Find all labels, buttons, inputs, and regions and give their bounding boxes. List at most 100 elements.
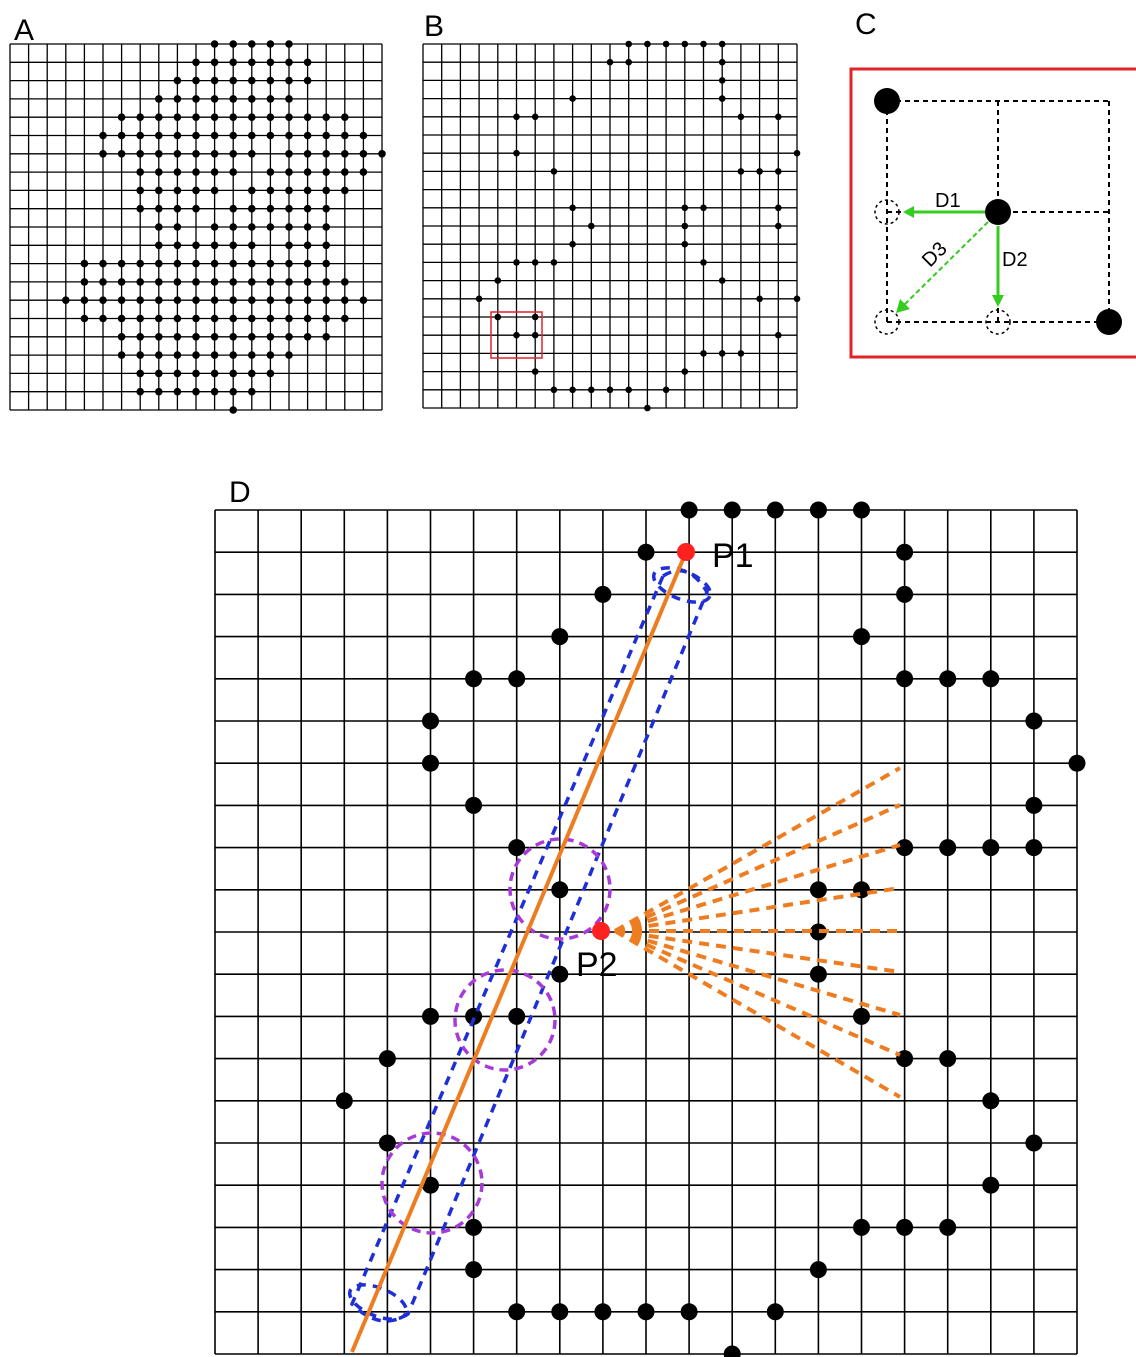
panel-a-dot	[136, 131, 144, 140]
panel-a-dot	[322, 186, 331, 195]
panel-a-dot	[173, 241, 182, 250]
ray-fan-line	[614, 886, 901, 933]
panel-a-dot	[136, 150, 144, 158]
panel-b-dot	[494, 277, 502, 284]
panel-b-dot	[569, 95, 576, 102]
panel-b-dot	[737, 168, 745, 175]
panel-a-dot	[248, 40, 256, 48]
panel-c-empty-node-left	[874, 199, 900, 225]
panel-a-dot	[117, 278, 126, 286]
panel-d-dot	[422, 1176, 439, 1194]
panel-b-dot	[793, 295, 801, 303]
panel-a-dot	[80, 314, 89, 323]
panel-a-dot	[341, 186, 349, 195]
panel-d-dot	[809, 965, 827, 983]
panel-a-dot	[117, 259, 126, 268]
panel-a-dot	[322, 150, 331, 158]
panel-a-dot	[210, 296, 219, 305]
panel-d-dot	[551, 965, 569, 983]
panel-a-dot	[136, 113, 144, 121]
panel-a-dot	[155, 204, 163, 213]
panel-b-dot	[775, 204, 782, 212]
panel-b-dot	[531, 259, 539, 266]
panel-b-dot	[718, 58, 726, 66]
panel-a-dot	[248, 296, 256, 305]
panel-a-dot	[285, 351, 293, 359]
panel-a-dot	[155, 241, 163, 250]
panel-d-dot	[422, 754, 439, 772]
panel-a-dot	[173, 314, 182, 323]
panel-a-dot	[303, 131, 312, 140]
panel-a-dot	[322, 296, 331, 305]
panel-d-dot	[508, 670, 526, 688]
panel-d-dot	[809, 923, 827, 941]
panel-a-dot	[136, 296, 144, 305]
panel-b-highlight-box	[490, 311, 543, 359]
panel-a-dot	[192, 387, 200, 396]
panel-a-dot	[229, 40, 237, 48]
panel-a-dot	[210, 241, 219, 250]
panel-a-dot	[303, 168, 312, 176]
panel-d-dot	[1025, 796, 1043, 814]
panel-d-dot	[378, 1134, 396, 1152]
panel-a-dot	[248, 131, 256, 140]
panel-b-dot	[606, 386, 614, 394]
panel-d-dot	[594, 585, 612, 603]
panel-a-dot	[285, 113, 293, 121]
panel-a-dot	[192, 150, 200, 158]
panel-b-dot	[681, 240, 689, 248]
point-p1	[677, 543, 695, 561]
panel-d-dot	[335, 1092, 353, 1110]
panel-a-dot	[266, 223, 275, 231]
panel-a-dot	[155, 259, 163, 268]
arrow-d3	[896, 221, 989, 313]
panel-a-dot	[303, 58, 312, 67]
panel-d-dot	[939, 1050, 957, 1068]
panel-a-dot	[173, 95, 182, 103]
panel-a-dot	[285, 333, 293, 341]
panel-a-dot	[303, 259, 312, 268]
panel-a-dot	[155, 387, 163, 396]
panel-d-search-corridor	[347, 566, 713, 1323]
panel-a-dot	[248, 241, 256, 250]
panel-a-dot	[322, 113, 331, 121]
panel-a-dot	[173, 204, 182, 213]
panel-a-dot	[248, 113, 256, 121]
panel-a-dot	[229, 76, 237, 85]
panel-d-dot	[1025, 712, 1043, 730]
panel-a-dot	[155, 333, 163, 341]
panel-a-dot	[229, 314, 237, 323]
panel-a-dot	[192, 186, 200, 195]
panel-a-dot	[285, 131, 293, 140]
panel-d-dot	[982, 670, 1000, 688]
panel-a-dot	[359, 168, 368, 176]
panel-a-dot	[210, 113, 219, 121]
panel-a-dot	[210, 259, 219, 268]
panel-a-dot	[155, 168, 163, 176]
neighbourhood-circle-1	[508, 837, 612, 941]
panel-d-dot	[465, 796, 483, 814]
panel-d-dot	[637, 1303, 655, 1321]
panel-a-dot	[248, 150, 256, 158]
panel-a-dot	[173, 150, 182, 158]
panel-d-dot	[939, 839, 957, 857]
panel-a-dot	[248, 333, 256, 341]
panel-b-dot	[700, 350, 707, 357]
panel-b-dot	[550, 259, 558, 266]
panel-a-dot	[322, 314, 331, 323]
panel-b-dot	[700, 40, 707, 48]
panel-a-dot	[341, 113, 349, 121]
panel-a-dot	[117, 296, 126, 305]
panel-a-dot	[248, 314, 256, 323]
panel-a-dot	[248, 76, 256, 85]
panel-a-dot	[322, 131, 331, 140]
search-corridor-end-cap-bottom	[347, 1283, 409, 1321]
panel-a-dot	[229, 113, 237, 121]
panel-a-dot	[210, 387, 219, 396]
panel-a-dot	[210, 223, 219, 231]
panel-a-dot	[229, 168, 237, 176]
panel-d-neighbourhood-circles	[380, 837, 612, 1235]
panel-a-dot	[248, 259, 256, 268]
panel-a-dot	[173, 259, 182, 268]
panel-a-dot	[248, 186, 256, 195]
